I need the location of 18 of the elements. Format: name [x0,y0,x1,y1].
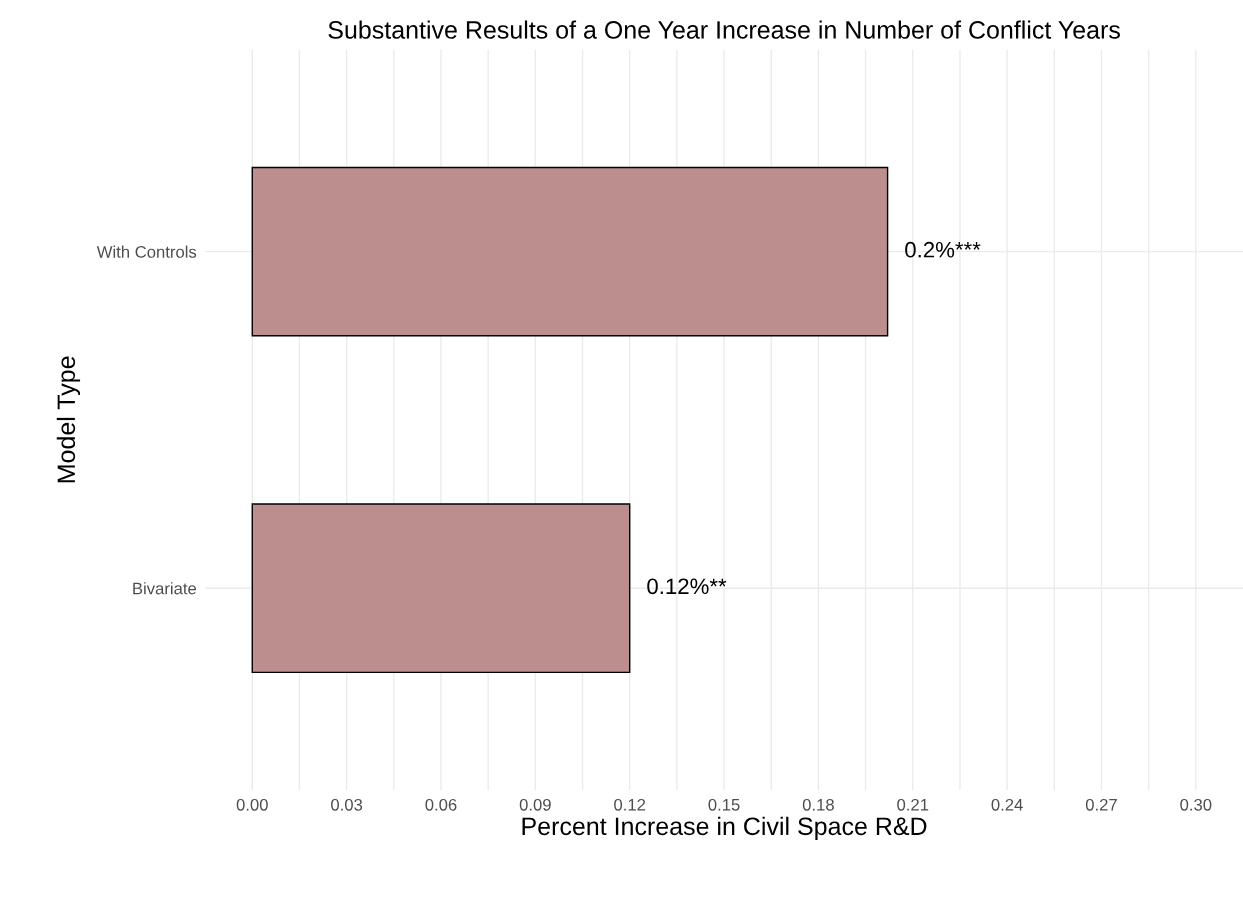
data-label: 0.12%** [647,578,727,595]
y-tick-label: Bivariate [133,582,197,595]
chart-title: Substantive Results of a One Year Increase in Number of Conflict Years [328,20,1120,39]
x-tick-label: 0.24 [991,798,1023,811]
x-tick-label: 0.21 [897,798,929,811]
x-tick-label: 0.27 [1085,798,1117,811]
data-label: 0.2%*** [905,241,981,258]
x-tick-label: 0.00 [236,798,268,811]
y-tick-label: With Controls [96,245,197,258]
x-tick-label: 0.12 [614,798,646,811]
y-axis-title: Model Type [56,356,81,483]
x-tick-label: 0.09 [519,798,551,811]
x-tick-label: 0.18 [802,798,834,811]
x-tick-label: 0.30 [1180,798,1212,811]
x-tick-label: 0.06 [425,798,457,811]
x-tick-label: 0.15 [708,798,740,811]
x-axis-title: Percent Increase in Civil Space R&D [522,816,927,841]
x-tick-label: 0.03 [331,798,363,811]
